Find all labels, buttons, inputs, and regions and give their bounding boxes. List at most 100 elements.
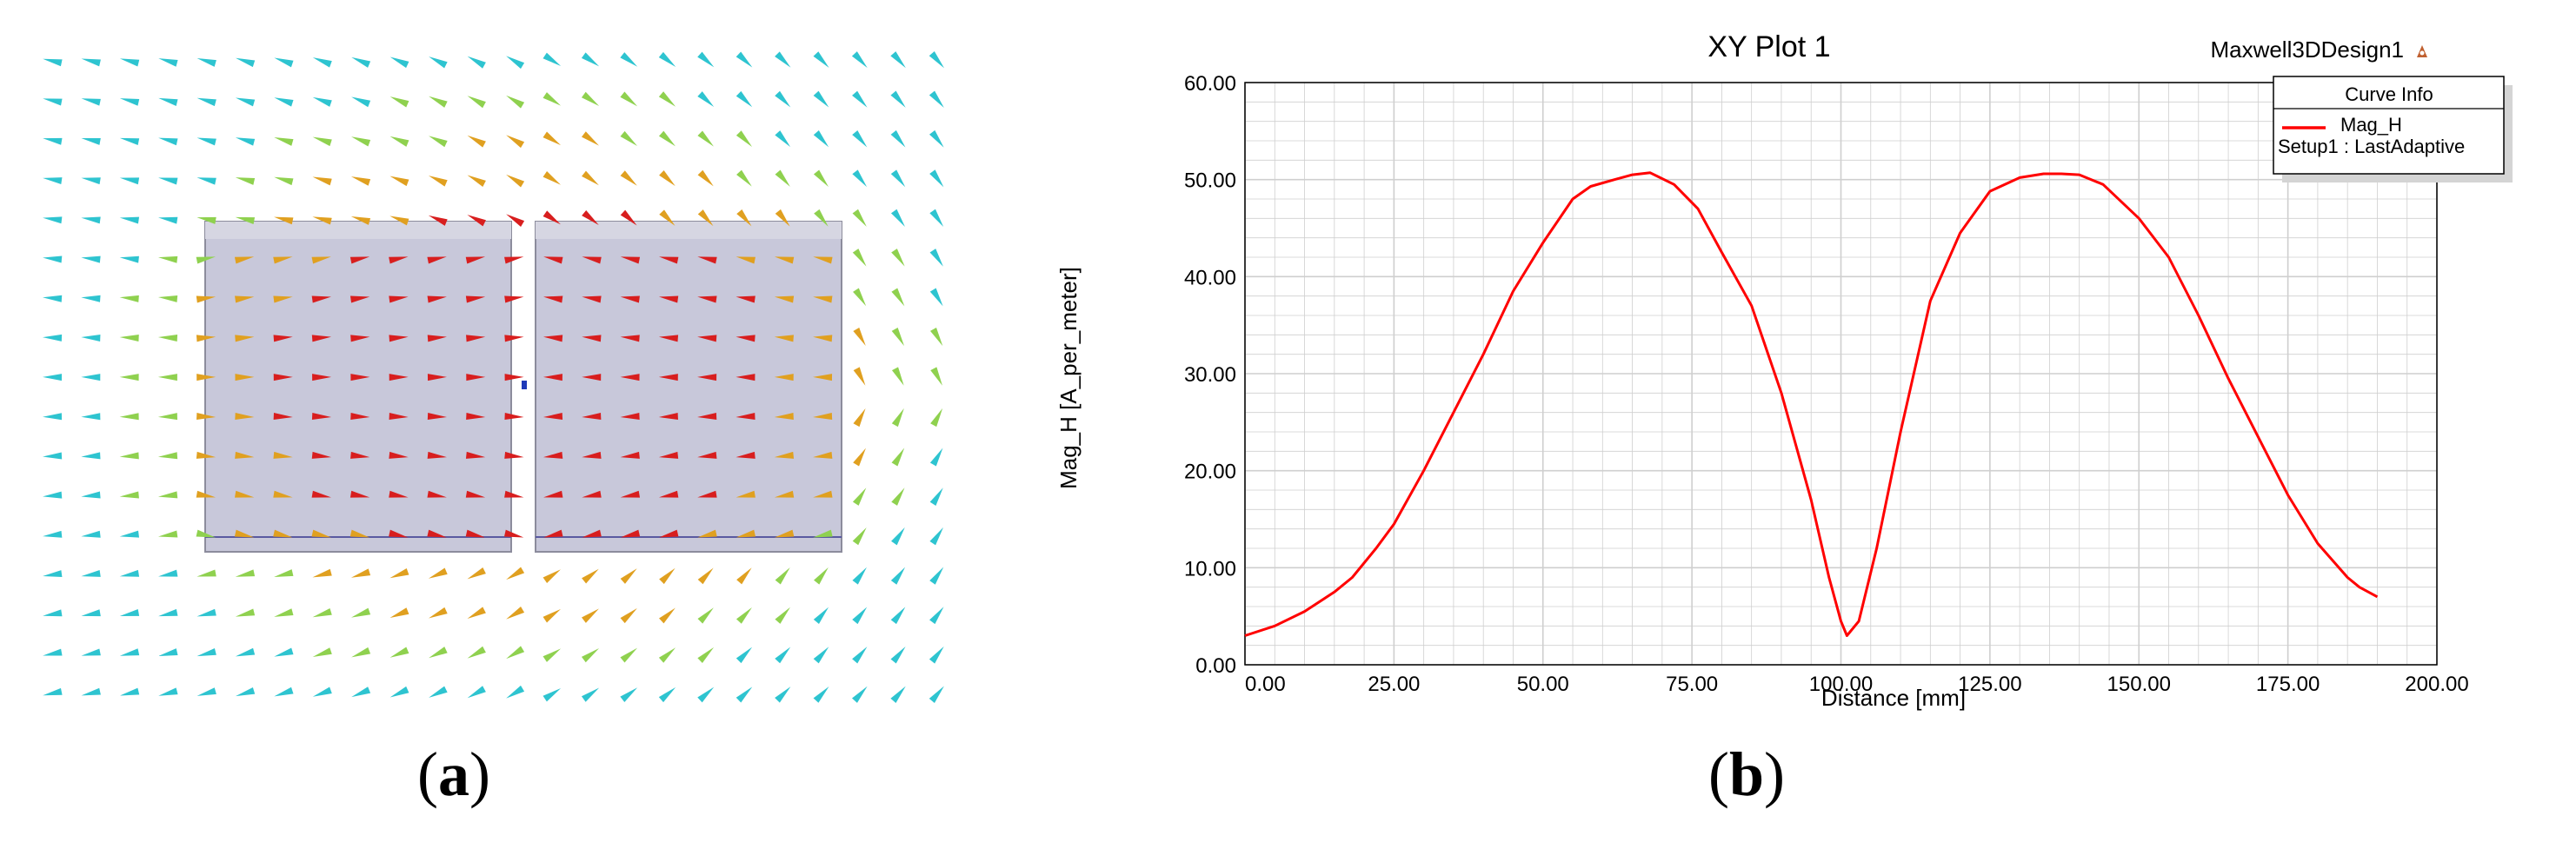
caption-b: (b) [1708,740,1786,809]
app-icon[interactable] [2417,45,2427,57]
field-arrow [929,209,944,228]
field-arrow [43,334,63,342]
app-label: Maxwell3DDesign1 [2210,36,2404,63]
field-arrow [504,451,524,459]
field-arrow [658,413,678,420]
field-arrow [43,570,63,578]
field-arrow [697,169,714,187]
field-arrow [119,491,139,499]
field-arrow [697,490,717,498]
field-arrow [429,56,448,69]
field-arrow [774,295,795,303]
field-arrow [81,491,101,499]
field-arrow [311,335,332,342]
y-tick-label: 50.00 [1184,169,1236,193]
field-arrow [466,374,486,381]
field-arrow [235,451,255,459]
field-arrow [428,567,448,579]
field-arrow [659,170,676,187]
field-arrow [427,413,447,420]
field-arrow [312,686,332,697]
field-arrow [196,216,216,224]
field-arrow [81,138,101,145]
field-arrow [274,57,294,68]
field-arrow [428,215,448,226]
field-arrow [736,451,755,459]
field-arrow [504,295,524,303]
field-arrow [620,130,637,147]
field-arrow [466,335,486,342]
field-arrow [350,568,371,578]
field-arrow [389,176,409,187]
field-arrow [774,413,794,420]
field-arrow [311,490,331,498]
field-arrow [81,255,101,263]
field-arrow [196,57,216,67]
field-arrow [542,52,562,67]
field-arrow [43,609,63,617]
field-arrow [196,177,216,185]
field-arrow [852,169,868,188]
field-arrow [503,529,524,538]
field-arrow [582,131,599,146]
field-arrow [697,686,715,703]
field-arrow [620,607,637,624]
field-arrow [350,216,371,225]
field-arrow [506,214,525,228]
field-arrow [736,209,752,227]
field-arrow [891,249,905,267]
field-arrow [775,209,790,227]
curve-info-legend[interactable]: Curve Info Mag_H Setup1 : LastAdaptive [2273,76,2513,182]
field-arrow [235,97,256,107]
field-arrow [929,607,944,625]
x-tick-label: 200.00 [2405,673,2468,696]
field-arrow [234,256,255,264]
gap-marker [522,381,527,389]
field-arrow [929,169,944,188]
field-arrow [429,96,448,108]
field-arrow [81,648,101,656]
field-arrow [389,295,409,303]
field-arrow [429,686,448,698]
field-arrow [813,295,833,303]
field-arrow [119,569,140,577]
field-arrow [235,335,255,342]
field-arrow [582,451,602,459]
field-arrow [658,374,678,381]
field-arrow [890,51,906,69]
field-arrow [813,490,833,498]
field-arrow [427,529,447,538]
field-arrow [736,647,753,664]
field-arrow [852,129,868,148]
field-arrow [81,687,101,696]
field-arrow [429,136,448,148]
field-arrow [506,646,525,660]
field-arrow [235,569,256,577]
field-arrow [930,408,943,428]
chart-series [1244,171,2379,637]
field-arrow [813,51,829,68]
field-arrow [119,98,140,106]
field-arrow [890,686,906,703]
field-arrow [43,452,63,460]
field-arrow [465,490,486,498]
field-arrow [659,529,679,538]
x-tick-label: 100.00 [1809,673,1873,696]
field-arrow [697,451,717,459]
field-arrow [542,92,562,106]
field-arrow [235,608,256,617]
field-arrow [43,648,63,656]
field-arrow [697,256,717,264]
field-arrow [235,57,256,68]
field-arrow [582,374,602,381]
field-arrow [697,209,714,227]
field-arrow [43,137,63,145]
field-arrow [235,374,255,381]
field-arrow [929,567,944,585]
field-arrow [43,58,63,67]
field-arrow [81,609,101,617]
field-arrow [158,58,178,67]
field-arrow [658,335,679,342]
field-arrow [504,413,524,420]
field-arrow [542,413,563,420]
